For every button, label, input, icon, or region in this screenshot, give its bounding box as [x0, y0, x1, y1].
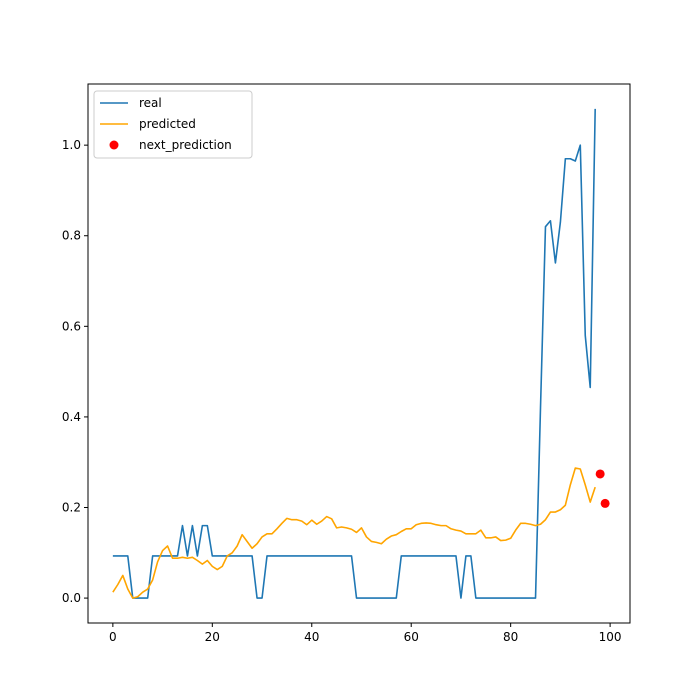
- point-next_prediction: [600, 498, 610, 508]
- legend-box: [93, 90, 253, 159]
- legend-label-real: real: [139, 96, 162, 110]
- y-tick-label: 0.6: [62, 319, 81, 333]
- axes-layer: 0 20 40 60 80 100 0.0 0.2 0.4 0.6 0.8 1.0: [62, 138, 622, 644]
- series-line-predicted: [112, 467, 596, 599]
- x-tick-label: 60: [404, 630, 419, 644]
- y-tick-label: 0.4: [62, 410, 81, 424]
- y-tick-label: 0.0: [62, 591, 81, 605]
- legend: real predicted next_prediction: [93, 90, 253, 159]
- point-next_prediction: [595, 469, 605, 479]
- legend-label-next_prediction: next_prediction: [139, 138, 232, 152]
- legend-swatch-next_prediction: [109, 140, 119, 150]
- x-tick-label: 100: [599, 630, 622, 644]
- x-tick-label: 0: [109, 630, 117, 644]
- x-tick-label: 40: [304, 630, 319, 644]
- y-tick-label: 0.8: [62, 229, 81, 243]
- plot-area: [88, 84, 630, 623]
- x-tick-label: 80: [503, 630, 518, 644]
- y-tick-label: 1.0: [62, 138, 81, 152]
- series-line-real: [112, 108, 596, 599]
- plot-frame: [87, 83, 631, 624]
- legend-label-predicted: predicted: [139, 117, 196, 131]
- y-tick-label: 0.2: [62, 501, 81, 515]
- x-tick-label: 20: [205, 630, 220, 644]
- series-layer: [112, 108, 610, 599]
